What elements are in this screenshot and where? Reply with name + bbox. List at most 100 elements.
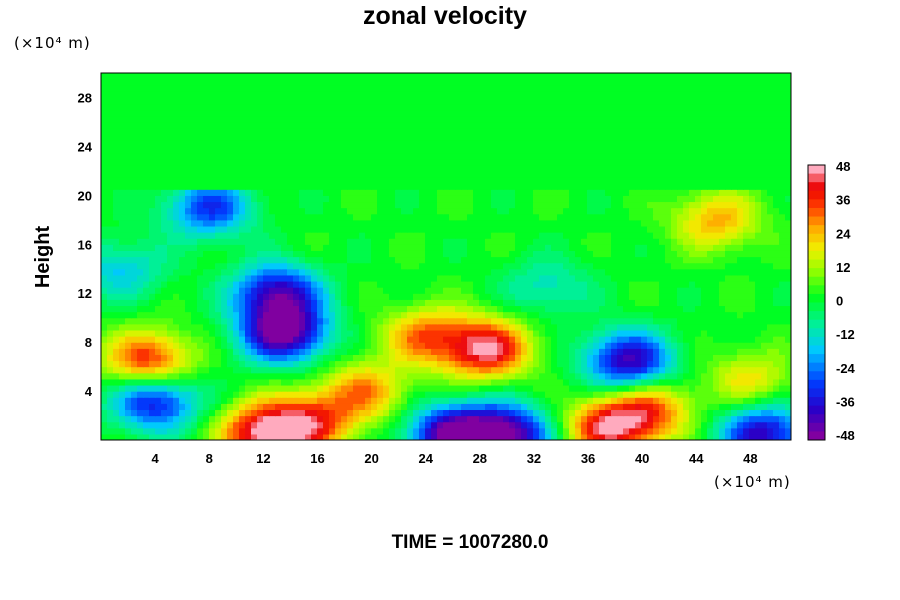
field-cell [221,213,228,221]
field-cell [317,170,324,178]
field-cell [569,268,576,276]
field-cell [425,329,432,337]
field-cell [701,183,708,190]
field-cell [305,262,312,270]
field-cell [677,274,684,282]
field-cell [707,421,714,429]
field-cell [305,280,312,288]
field-cell [605,293,612,300]
field-cell [245,213,252,221]
field-cell [161,391,168,398]
field-cell [689,378,696,386]
field-cell [695,201,702,209]
field-cell [383,421,390,429]
field-cell [443,403,450,411]
field-cell [221,195,228,203]
field-cell [593,427,600,435]
field-cell [311,268,318,276]
field-cell [737,299,744,307]
field-cell [377,238,384,245]
field-cell [125,317,132,325]
field-cell [233,415,240,423]
field-cell [707,195,714,203]
field-cell [449,287,456,294]
field-cell [119,311,126,319]
field-cell [665,421,672,429]
field-cell [461,268,468,276]
field-cell [695,397,702,404]
field-cell [509,384,516,392]
field-cell [257,213,264,221]
field-cell [767,372,774,380]
field-cell [299,433,306,440]
field-cell [701,433,708,440]
field-cell [749,366,756,374]
field-cell [449,403,456,411]
field-cell [125,427,132,435]
field-cell [563,250,570,258]
field-cell [731,201,738,209]
field-cell [191,232,198,239]
field-cell [137,244,144,251]
field-cell [767,225,774,233]
field-cell [545,232,552,239]
field-cell [359,225,366,233]
field-cell [353,256,360,264]
field-cell [305,176,312,184]
field-cell [299,397,306,404]
field-cell [677,360,684,368]
field-cell [473,232,480,239]
field-cell [779,262,786,270]
field-cell [365,366,372,374]
field-cell [587,213,594,221]
field-cell [347,238,354,245]
field-cell [527,268,534,276]
field-cell [557,256,564,264]
field-cell [689,268,696,276]
field-cell [509,397,516,404]
field-cell [707,207,714,215]
field-cell [131,427,138,435]
field-cell [641,225,648,233]
field-cell [395,232,402,239]
field-cell [707,201,714,209]
field-cell [377,421,384,429]
field-cell [755,176,762,184]
field-cell [443,305,450,313]
field-cell [509,372,516,380]
field-cell [683,433,690,440]
field-cell [359,238,366,245]
field-cell [269,421,276,429]
field-cell [185,427,192,435]
field-cell [755,342,762,349]
field-cell [347,170,354,178]
field-cell [617,299,624,307]
field-cell [245,299,252,307]
field-cell [359,305,366,313]
field-cell [197,213,204,221]
field-cell [299,427,306,435]
field-cell [251,176,258,184]
field-cell [239,372,246,380]
field-cell [155,244,162,251]
field-cell [431,317,438,325]
field-cell [395,348,402,355]
field-cell [701,250,708,258]
field-cell [281,250,288,258]
field-cell [695,323,702,331]
field-cell [641,189,648,196]
field-cell [683,348,690,355]
field-cell [245,207,252,215]
field-cell [113,262,120,270]
field-cell [743,274,750,282]
field-cell [485,268,492,276]
field-cell [329,378,336,386]
field-cell [143,366,150,374]
field-cell [701,366,708,374]
field-cell [413,433,420,440]
field-cell [377,280,384,288]
field-cell [101,183,108,190]
field-cell [233,305,240,313]
field-cell [563,372,570,380]
field-cell [107,238,114,245]
